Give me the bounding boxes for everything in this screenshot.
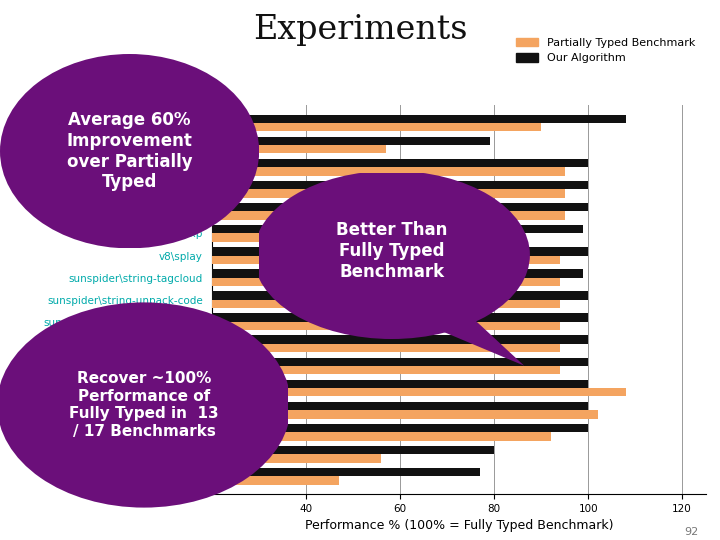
Bar (119, 211, 564, 220)
Bar (119, 167, 564, 176)
Bar (119, 291, 588, 300)
Bar (119, 454, 382, 463)
Bar (119, 446, 494, 454)
Legend: Partially Typed Benchmark, Our Algorithm: Partially Typed Benchmark, Our Algorithm (512, 33, 700, 68)
Bar (119, 380, 588, 388)
Text: Better Than
Fully Typed
Benchmark: Better Than Fully Typed Benchmark (336, 221, 447, 281)
Bar (119, 344, 560, 352)
Bar (119, 322, 560, 330)
Ellipse shape (0, 54, 259, 248)
Bar (119, 203, 588, 211)
Bar (119, 300, 560, 308)
Ellipse shape (253, 171, 530, 339)
Bar (119, 278, 560, 286)
Bar (119, 388, 626, 396)
Text: 92: 92 (684, 527, 698, 537)
Bar (119, 114, 626, 123)
Ellipse shape (0, 302, 291, 508)
Bar (119, 424, 588, 432)
Bar (119, 410, 598, 418)
Bar (119, 402, 588, 410)
Bar (119, 255, 560, 264)
Bar (119, 313, 588, 322)
Bar (119, 159, 588, 167)
X-axis label: Performance % (100% = Fully Typed Benchmark): Performance % (100% = Fully Typed Benchm… (305, 519, 613, 532)
Bar (119, 335, 588, 344)
Polygon shape (426, 312, 524, 366)
Bar (119, 269, 583, 278)
Bar (119, 145, 386, 153)
Bar (119, 357, 588, 366)
Text: Average 60%
Improvement
over Partially
Typed: Average 60% Improvement over Partially T… (67, 111, 192, 191)
Bar (119, 181, 588, 189)
Bar (119, 233, 316, 242)
Bar (119, 432, 551, 441)
Bar (119, 476, 339, 485)
Bar (119, 366, 560, 374)
Bar (119, 468, 480, 476)
Bar (119, 225, 583, 233)
Bar (119, 189, 564, 198)
Bar (119, 137, 490, 145)
Bar (119, 123, 541, 131)
Bar (119, 247, 588, 255)
Text: Recover ~100%
Performance of
Fully Typed in  13
/ 17 Benchmarks: Recover ~100% Performance of Fully Typed… (69, 372, 219, 438)
Text: Experiments: Experiments (253, 14, 467, 45)
